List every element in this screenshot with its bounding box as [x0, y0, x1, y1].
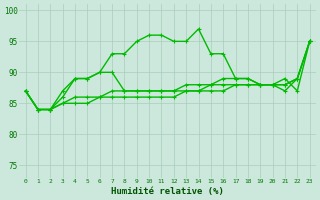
X-axis label: Humidité relative (%): Humidité relative (%)	[111, 187, 224, 196]
